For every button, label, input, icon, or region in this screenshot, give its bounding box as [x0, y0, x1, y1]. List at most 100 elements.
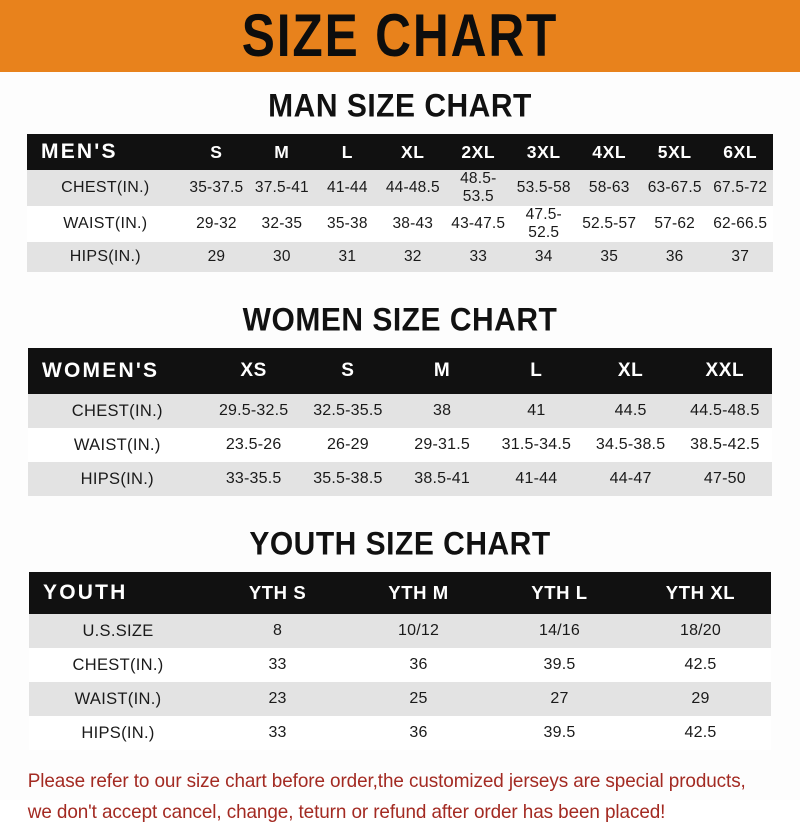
women-table-head: WOMEN'S XS S M L XL XXL	[28, 348, 772, 394]
order-policy-note: Please refer to our size chart before or…	[20, 766, 757, 828]
men-column-header-2xl: 2XL	[461, 141, 496, 162]
section-youth: YOUTH SIZE CHART YOUTH YTH S YTH M YTH L YTH…	[0, 526, 800, 750]
table-cell: 29.5-32.5	[218, 402, 289, 419]
men-row-label-hips-in-: HIPS(IN.)	[69, 248, 141, 265]
table-cell: 63-67.5	[647, 179, 702, 196]
women-row-label-chest-in-: CHEST(IN.)	[71, 401, 163, 420]
youth-size-table-wrap: YOUTH YTH S YTH M YTH L YTH XL U.S.SIZE 8 10/1…	[29, 572, 771, 750]
table-cell: 33-35.5	[225, 470, 282, 487]
section-title-youth: YOUTH SIZE CHART	[249, 526, 551, 563]
table-cell: 39.5	[543, 724, 576, 741]
women-row-label-hips-in-: HIPS(IN.)	[80, 469, 154, 488]
table-cell: 47-50	[703, 470, 746, 487]
women-column-header-xs: XS	[240, 360, 267, 381]
women-size-table-wrap: WOMEN'S XS S M L XL XXL CHEST(IN.) 29.5-32.5 32.…	[28, 348, 772, 496]
table-cell: 37.5-41	[254, 179, 309, 196]
table-cell: 44-48.5	[385, 179, 440, 196]
page-banner: SIZE CHART	[0, 0, 800, 72]
table-row: WAIST(IN.) 23.5-26 26-29 29-31.5 31.5-34.5 34…	[28, 428, 772, 462]
table-cell: 44-47	[609, 470, 652, 487]
table-cell: 38.5-41	[414, 470, 470, 487]
table-cell: 31.5-34.5	[501, 436, 572, 453]
men-table-body: CHEST(IN.) 35-37.5 37.5-41 41-44 44-48.5 48.5…	[27, 170, 773, 272]
women-column-header-l: L	[530, 360, 543, 381]
section-man: MAN SIZE CHART MEN'S S M L XL 2XL 3XL 4XL 5XL 6XL…	[0, 88, 800, 272]
table-cell: 62-66.5	[713, 215, 768, 232]
women-header-row: WOMEN'S XS S M L XL XXL	[28, 348, 772, 394]
table-cell: 35	[600, 248, 619, 265]
women-column-header-xl: XL	[617, 360, 644, 381]
section-title-man: MAN SIZE CHART	[268, 88, 532, 125]
women-column-header-s: S	[341, 360, 355, 381]
table-cell: 36	[665, 248, 684, 265]
table-cell: 41-44	[515, 470, 558, 487]
page-title: SIZE CHART	[241, 2, 559, 70]
table-row: HIPS(IN.) 29 30 31 32 33 34 35 36 37	[27, 242, 773, 272]
table-cell: 47.5-52.5	[525, 206, 562, 241]
table-cell: 41	[527, 402, 546, 419]
women-column-header-xxl: XXL	[705, 360, 745, 381]
table-cell: 36	[409, 656, 428, 673]
youth-table-corner-label: YOUTH	[43, 581, 128, 604]
table-cell: 26-29	[326, 436, 369, 453]
section-title-women: WOMEN SIZE CHART	[242, 302, 558, 339]
men-column-header-6xl: 6XL	[723, 141, 758, 162]
youth-row-label-hips-in-: HIPS(IN.)	[81, 723, 155, 742]
youth-header-row: YOUTH YTH S YTH M YTH L YTH XL	[29, 572, 771, 614]
youth-column-header-yth-xl: YTH XL	[665, 582, 736, 603]
women-table-body: CHEST(IN.) 29.5-32.5 32.5-35.5 38 41 44.5 44.5…	[28, 394, 772, 496]
youth-size-table: YOUTH YTH S YTH M YTH L YTH XL U.S.SIZE 8 10/1…	[29, 572, 771, 750]
men-column-header-s: S	[210, 141, 223, 162]
table-row: CHEST(IN.) 29.5-32.5 32.5-35.5 38 41 44.5 44.5…	[28, 394, 772, 428]
table-cell: 39.5	[543, 656, 576, 673]
table-cell: 42.5	[684, 724, 717, 741]
table-cell: 32	[403, 248, 422, 265]
youth-table-body: U.S.SIZE 8 10/12 14/16 18/20 CHEST(IN.) 33 36 39…	[29, 614, 771, 750]
table-cell: 30	[273, 248, 291, 265]
women-size-table: WOMEN'S XS S M L XL XXL CHEST(IN.) 29.5-32.5 32.…	[28, 348, 772, 496]
table-cell: 25	[409, 690, 428, 707]
table-cell: 29	[691, 690, 710, 707]
table-cell: 23.5-26	[225, 436, 282, 453]
table-cell: 33	[469, 248, 488, 265]
table-cell: 36	[409, 724, 428, 741]
table-cell: 58-63	[588, 179, 630, 196]
table-row: WAIST(IN.) 23 25 27 29	[29, 682, 771, 716]
table-cell: 34	[534, 248, 553, 265]
table-row: CHEST(IN.) 33 36 39.5 42.5	[29, 648, 771, 682]
table-row: WAIST(IN.) 29-32 32-35 35-38 38-43 43-47.5 47.…	[27, 206, 773, 242]
table-cell: 38.5-42.5	[690, 436, 760, 453]
youth-column-header-yth-m: YTH M	[388, 582, 449, 603]
men-row-label-chest-in-: CHEST(IN.)	[61, 179, 150, 196]
table-cell: 35.5-38.5	[313, 470, 383, 487]
men-column-header-5xl: 5XL	[657, 141, 692, 162]
table-cell: 29	[207, 248, 226, 265]
men-column-header-l: L	[341, 141, 353, 162]
table-cell: 38	[433, 402, 452, 419]
table-cell: 18/20	[679, 622, 722, 639]
table-cell: 33	[268, 724, 287, 741]
table-cell: 35-38	[327, 215, 368, 232]
men-size-table-wrap: MEN'S S M L XL 2XL 3XL 4XL 5XL 6XL CHEST(IN.) 35-3…	[27, 134, 773, 272]
table-cell: 32-35	[261, 215, 303, 232]
table-cell: 23	[268, 690, 287, 707]
youth-row-label-u-s-size: U.S.SIZE	[82, 621, 154, 640]
table-cell: 42.5	[684, 656, 717, 673]
table-cell: 52.5-57	[582, 215, 637, 232]
youth-column-header-yth-s: YTH S	[248, 582, 307, 603]
women-column-header-m: M	[433, 360, 451, 381]
table-cell: 38-43	[392, 215, 434, 232]
youth-table-head: YOUTH YTH S YTH M YTH L YTH XL	[29, 572, 771, 614]
table-cell: 32.5-35.5	[313, 402, 383, 419]
men-size-table: MEN'S S M L XL 2XL 3XL 4XL 5XL 6XL CHEST(IN.) 35-3…	[27, 134, 773, 272]
table-cell: 35-37.5	[189, 179, 244, 196]
table-cell: 29-31.5	[414, 436, 470, 453]
youth-row-label-chest-in-: CHEST(IN.)	[72, 655, 164, 674]
men-column-header-4xl: 4XL	[592, 141, 627, 162]
men-table-corner-label: MEN'S	[41, 140, 118, 163]
table-cell: 10/12	[398, 622, 440, 639]
table-cell: 33	[268, 656, 287, 673]
table-cell: 53.5-58	[516, 179, 571, 196]
table-cell: 27	[550, 690, 569, 707]
